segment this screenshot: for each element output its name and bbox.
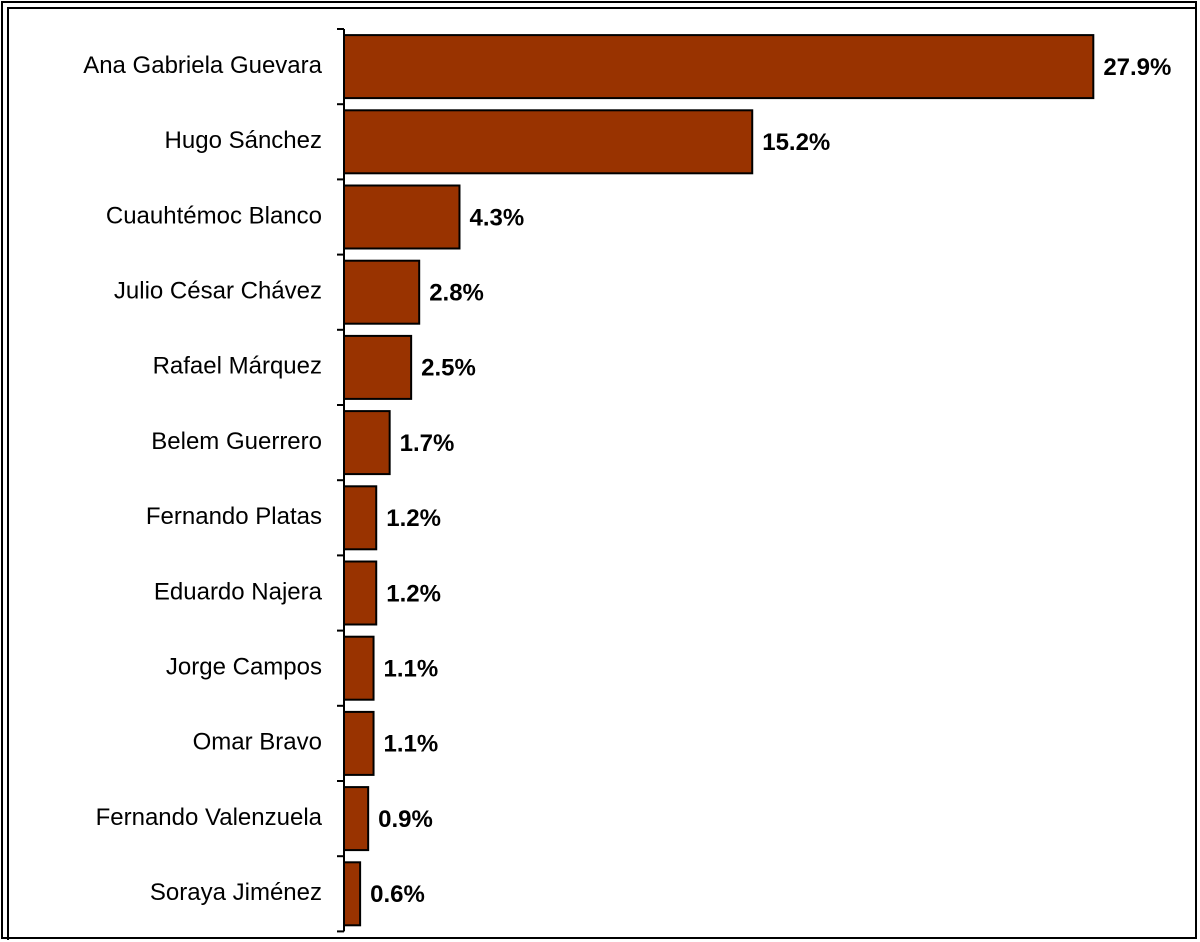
value-label: 1.1%	[384, 656, 439, 683]
category-label: Julio César Chávez	[114, 278, 322, 305]
category-axis	[337, 28, 345, 933]
category-label: Eduardo Najera	[154, 578, 323, 605]
category-label: Belem Guerrero	[151, 428, 322, 455]
bar	[343, 410, 391, 476]
category-label: Ana Gabriela Guevara	[83, 52, 322, 79]
category-label: Fernando Platas	[146, 503, 322, 530]
category-label: Omar Bravo	[193, 729, 322, 756]
bar	[343, 710, 375, 776]
value-label: 0.9%	[378, 806, 433, 833]
category-label: Cuauhtémoc Blanco	[106, 202, 322, 229]
value-label: 2.8%	[429, 280, 484, 307]
value-label: 1.2%	[386, 580, 441, 607]
value-label: 1.1%	[384, 731, 439, 758]
value-labels: 27.9% 15.2% 4.3% 2.8% 2.5% 1.7% 1.2% 1.2% 1.1% 1.…	[370, 54, 1171, 908]
category-label: Jorge Campos	[166, 654, 322, 681]
category-label: Soraya Jiménez	[150, 879, 322, 906]
value-label: 0.6%	[370, 881, 425, 908]
bar	[343, 334, 413, 400]
value-label: 15.2%	[762, 129, 830, 156]
category-label: Hugo Sánchez	[165, 127, 322, 154]
bar	[343, 259, 421, 325]
category-label: Fernando Valenzuela	[96, 804, 323, 831]
bar	[343, 635, 375, 701]
bar	[343, 485, 378, 551]
value-label: 27.9%	[1103, 54, 1171, 81]
value-label: 4.3%	[469, 204, 524, 231]
bar	[343, 560, 378, 626]
bar	[343, 786, 370, 852]
value-label: 2.5%	[421, 355, 476, 382]
bar	[343, 184, 461, 250]
bar	[343, 34, 1095, 100]
bars-group	[343, 34, 1095, 927]
value-label: 1.2%	[386, 505, 441, 532]
bar	[343, 109, 754, 175]
value-label: 1.7%	[400, 430, 455, 457]
category-label: Rafael Márquez	[153, 353, 322, 380]
category-labels: Ana Gabriela Guevara Hugo Sánchez Cuauhtém…	[83, 52, 322, 906]
chart-frame-inner	[7, 7, 1197, 940]
bar	[343, 861, 362, 927]
